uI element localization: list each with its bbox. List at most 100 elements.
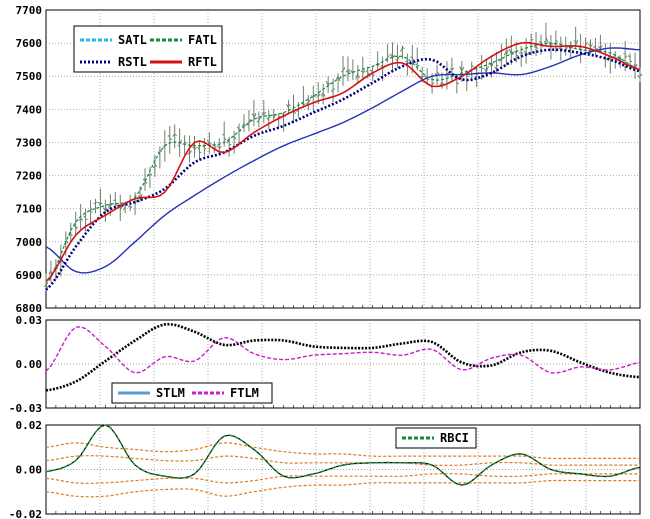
price-bar-open <box>48 270 52 275</box>
price-bar-close <box>505 49 509 55</box>
price-bar-open <box>405 60 408 63</box>
price-bar-open <box>167 134 171 137</box>
price-bar-close <box>85 218 88 221</box>
price-bar-open <box>78 219 81 221</box>
price-bar-open <box>484 68 487 73</box>
price-bar-close <box>149 173 153 176</box>
price-bar-close <box>288 103 291 107</box>
y-tick-label: 0.00 <box>16 464 43 477</box>
price-bar-close <box>451 67 455 71</box>
price-bar-open <box>226 139 230 144</box>
price-bar-open <box>553 42 557 46</box>
price-bar-close <box>427 78 430 81</box>
price-bar-close <box>486 65 490 72</box>
price-bar-close <box>347 69 351 74</box>
price-bar-close <box>431 82 435 85</box>
price-bar-close <box>209 142 212 145</box>
price-bar-open <box>588 43 591 47</box>
price-bar-open <box>523 50 527 54</box>
y-tick-label: 7500 <box>16 70 43 83</box>
price-bar-close <box>169 137 173 141</box>
y-tick-label: -0.02 <box>9 508 42 519</box>
price-bar-close <box>114 203 118 206</box>
price-bar-open <box>607 55 611 60</box>
price-bar-open <box>43 284 47 288</box>
series-line-fatl <box>45 42 641 286</box>
price-bar-close <box>243 123 247 126</box>
legend-rbci: RBCI <box>440 431 469 445</box>
y-tick-label: 0.02 <box>16 419 43 432</box>
price-bar-open <box>335 76 339 80</box>
price-bar-open <box>266 117 270 121</box>
price-bar-close <box>461 66 465 72</box>
y-tick-label: -0.03 <box>9 402 42 415</box>
price-bar-open <box>355 72 359 80</box>
price-bar-open <box>617 57 621 61</box>
price-bar-close <box>446 72 450 75</box>
price-bar-close <box>416 64 420 67</box>
price-bar-close <box>342 67 346 72</box>
series-line-ftlm <box>45 326 641 374</box>
price-bar-close <box>516 54 519 57</box>
price-bar-close <box>322 93 326 97</box>
oscillator-legend: STLM FTLM <box>111 382 273 404</box>
price-bar-close <box>357 74 361 79</box>
y-tick-label: 7700 <box>16 4 43 17</box>
price-bar-close <box>491 61 494 68</box>
price-bar-close <box>402 46 405 50</box>
price-bar-close <box>263 111 267 115</box>
price-bar-close <box>422 75 425 78</box>
price-bar-open <box>202 145 205 148</box>
price-bar-close <box>397 55 400 61</box>
rbci-band-lower-outer <box>45 479 640 498</box>
price-bar-close <box>530 38 534 41</box>
rbci-band-lower-inner <box>45 473 640 484</box>
price-bar-close <box>535 46 539 49</box>
price-bar-close <box>407 61 410 65</box>
price-bar-open <box>216 145 220 148</box>
legend-rstl: RSTL <box>118 55 147 69</box>
price-bar-close <box>154 163 158 168</box>
price-bar-open <box>107 202 111 209</box>
price-bar-open <box>127 205 131 208</box>
price-bar-open <box>192 146 195 149</box>
price-bar-close <box>75 226 79 230</box>
price-bar-open <box>221 133 225 136</box>
price-bar-close <box>555 39 559 43</box>
price-bar-open <box>593 45 596 49</box>
price-bar-open <box>261 111 265 116</box>
price-bar-open <box>380 64 383 68</box>
y-tick-label: 7400 <box>16 103 43 116</box>
series-line-stlm <box>45 322 641 392</box>
price-bar-open <box>98 201 101 206</box>
price-bar-close <box>590 44 593 48</box>
price-bar-close <box>387 54 390 58</box>
price-bar-open <box>513 50 517 54</box>
price-bar-open <box>122 206 126 211</box>
rbci-band-upper-outer <box>45 442 640 460</box>
price-bar-open <box>459 66 463 72</box>
legend-satl: SATL <box>118 33 147 47</box>
rbci-legend: RBCI <box>395 427 477 449</box>
price-bar-open <box>187 152 190 156</box>
price-bar-close <box>624 55 628 58</box>
price-bar-open <box>627 55 631 58</box>
price-bar-close <box>194 146 197 151</box>
price-bar-close <box>327 82 331 85</box>
price-bar-close <box>199 151 202 154</box>
price-bar-open <box>508 48 512 55</box>
price-bar-close <box>471 65 474 67</box>
price-bar-open <box>538 40 542 44</box>
price-bar-close <box>129 206 133 209</box>
price-bar-open <box>568 46 572 50</box>
price-bar-close <box>159 149 163 153</box>
y-tick-label: 6900 <box>16 269 43 282</box>
price-bar-open <box>281 113 284 116</box>
price-bar-close <box>248 119 252 124</box>
price-bar-open <box>83 215 86 219</box>
y-tick-label: 7000 <box>16 236 43 249</box>
price-bar-close <box>604 56 608 61</box>
price-bar-close <box>575 39 579 46</box>
price-bar-close <box>253 113 257 119</box>
price-bar-close <box>218 145 222 150</box>
